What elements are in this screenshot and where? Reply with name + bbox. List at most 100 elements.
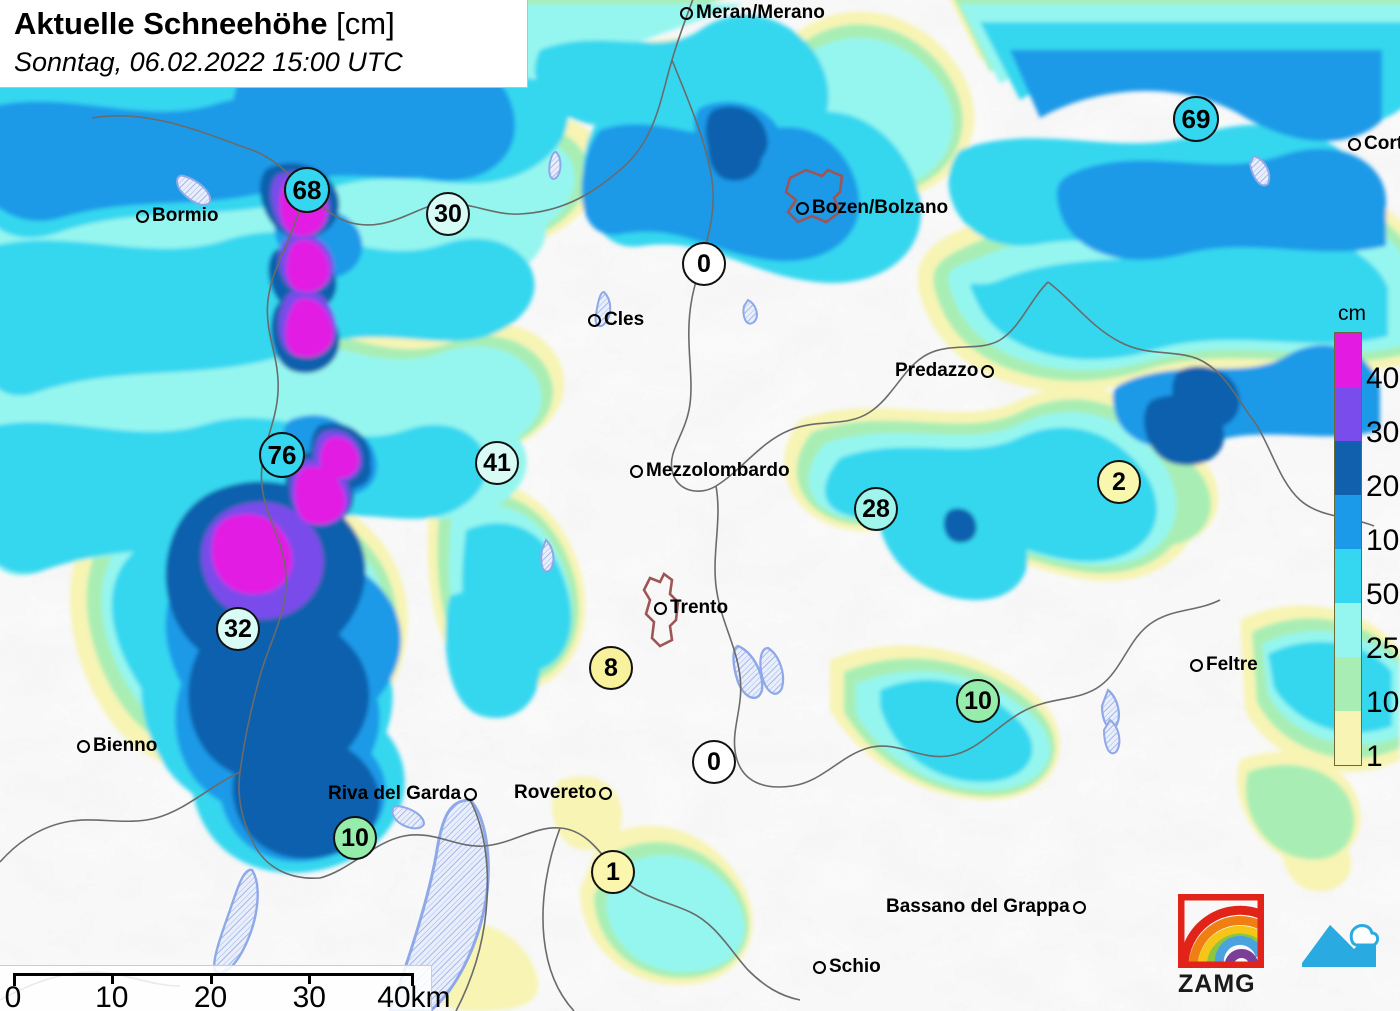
- city-marker-icon: [1348, 137, 1361, 151]
- legend-color-swatch: [1335, 495, 1361, 549]
- station-value: 69: [1181, 103, 1211, 134]
- station-marker[interactable]: 41: [475, 441, 519, 485]
- station-marker[interactable]: 1: [591, 850, 635, 894]
- scale-bar-label: 30: [292, 981, 326, 1011]
- station-value: 0: [707, 747, 721, 776]
- city-name: Trento: [670, 597, 729, 618]
- legend-color-swatch: [1335, 333, 1361, 387]
- city-name: Predazzo: [895, 360, 979, 381]
- city-marker-icon: [464, 787, 478, 801]
- station-value: 1: [606, 857, 620, 886]
- city-label: Predazzo: [895, 360, 995, 382]
- legend-color-swatch: [1335, 657, 1361, 711]
- station-marker[interactable]: 30: [426, 192, 470, 236]
- legend-unit-label: cm: [1338, 302, 1366, 325]
- station-value: 10: [964, 686, 992, 715]
- zamg-logo[interactable]: ZAMG: [1177, 893, 1270, 999]
- city-label: Mezzolombardo: [630, 460, 790, 482]
- legend-tick-label: 400: [1366, 362, 1400, 395]
- station-marker[interactable]: 2: [1097, 460, 1141, 504]
- city-marker-icon: [813, 960, 826, 974]
- city-label: Bozen/Bolzano: [796, 197, 948, 219]
- water-features: [176, 150, 1271, 1011]
- station-marker[interactable]: 8: [589, 646, 633, 690]
- station-marker[interactable]: 10: [333, 816, 377, 860]
- station-value: 68: [292, 174, 322, 205]
- legend-color-swatch: [1335, 549, 1361, 603]
- station-marker[interactable]: 76: [259, 432, 305, 478]
- city-marker-icon: [599, 786, 613, 800]
- station-marker[interactable]: 69: [1173, 96, 1219, 142]
- page-title: Aktuelle Schneehöhe [cm]: [14, 4, 517, 44]
- legend-color-swatch: [1335, 387, 1361, 441]
- city-label: Rovereto: [514, 782, 613, 804]
- zamg-rainbow-icon: [1177, 893, 1265, 969]
- city-label: Riva del Garda: [328, 783, 478, 805]
- city-label: Bienno: [77, 735, 157, 757]
- station-marker[interactable]: 0: [682, 242, 726, 286]
- city-name: Bormio: [152, 205, 219, 226]
- city-marker-icon: [796, 201, 809, 215]
- station-value: 10: [341, 823, 369, 852]
- scale-bar-tick: [110, 973, 114, 984]
- station-marker[interactable]: 28: [854, 487, 898, 531]
- city-label: Bassano del Grappa: [886, 896, 1086, 918]
- station-value: 8: [604, 653, 618, 682]
- legend-tick-label: 200: [1366, 470, 1400, 503]
- scale-bar-label: 40km: [377, 981, 451, 1011]
- city-name: Rovereto: [514, 782, 597, 803]
- legend-color-swatch: [1335, 603, 1361, 657]
- legend-tick-label: 300: [1366, 416, 1400, 449]
- station-marker[interactable]: 0: [692, 740, 736, 784]
- city-marker-icon: [981, 364, 995, 378]
- station-marker[interactable]: 68: [284, 167, 330, 213]
- scale-bar-tick: [209, 973, 213, 984]
- city-label: Trento: [654, 597, 728, 619]
- station-value: 28: [862, 494, 890, 523]
- city-marker-icon: [1190, 658, 1203, 672]
- geosphere-mountain-icon[interactable]: [1296, 905, 1382, 977]
- legend-color-swatch: [1335, 441, 1361, 495]
- legend-gradient-bar[interactable]: [1334, 332, 1362, 766]
- station-value: 32: [224, 614, 252, 643]
- city-label: Meran/Merano: [680, 2, 825, 24]
- scale-bar-label: 20: [193, 981, 228, 1011]
- city-marker-icon: [77, 739, 90, 753]
- station-marker[interactable]: 10: [956, 679, 1000, 723]
- zamg-wordmark: ZAMG: [1178, 970, 1256, 998]
- city-label: Schio: [813, 956, 881, 978]
- scale-bar: 0 10 20 30 40km: [0, 965, 451, 1011]
- title-timestamp: Sonntag, 06.02.2022 15:00 UTC: [14, 47, 403, 77]
- city-name: Schio: [829, 956, 881, 977]
- city-name: Riva del Garda: [328, 783, 462, 804]
- station-value: 76: [267, 439, 297, 470]
- title-unit: [cm]: [336, 6, 395, 41]
- city-name: Bozen/Bolzano: [812, 197, 949, 218]
- legend-tick-label: 100: [1366, 524, 1400, 557]
- city-label: Cles: [588, 309, 644, 331]
- legend-color-swatch: [1335, 711, 1361, 765]
- legend-tick-label: 50: [1366, 578, 1400, 611]
- city-name: Bienno: [93, 735, 158, 756]
- city-marker-icon: [136, 209, 149, 223]
- city-marker-icon: [654, 601, 667, 615]
- city-label: Feltre: [1190, 654, 1258, 676]
- logo-area: ZAMG: [1177, 893, 1382, 999]
- city-name: Meran/Merano: [696, 2, 825, 23]
- map-title-box: Aktuelle Schneehöhe [cm] Sonntag, 06.02.…: [0, 0, 528, 88]
- city-name: Cles: [604, 309, 645, 330]
- city-marker-icon: [630, 464, 643, 478]
- legend-tick-label: 10: [1366, 686, 1400, 719]
- title-main: Aktuelle Schneehöhe: [14, 6, 328, 41]
- station-value: 2: [1112, 467, 1126, 496]
- station-marker[interactable]: 32: [216, 607, 260, 651]
- city-marker-icon: [680, 6, 693, 20]
- legend-tick-label: 1: [1366, 740, 1383, 773]
- city-marker-icon: [1072, 900, 1086, 914]
- scale-bar-tick: [308, 973, 312, 984]
- station-value: 41: [483, 448, 511, 477]
- station-value: 30: [434, 199, 462, 228]
- city-marker-icon: [588, 313, 601, 327]
